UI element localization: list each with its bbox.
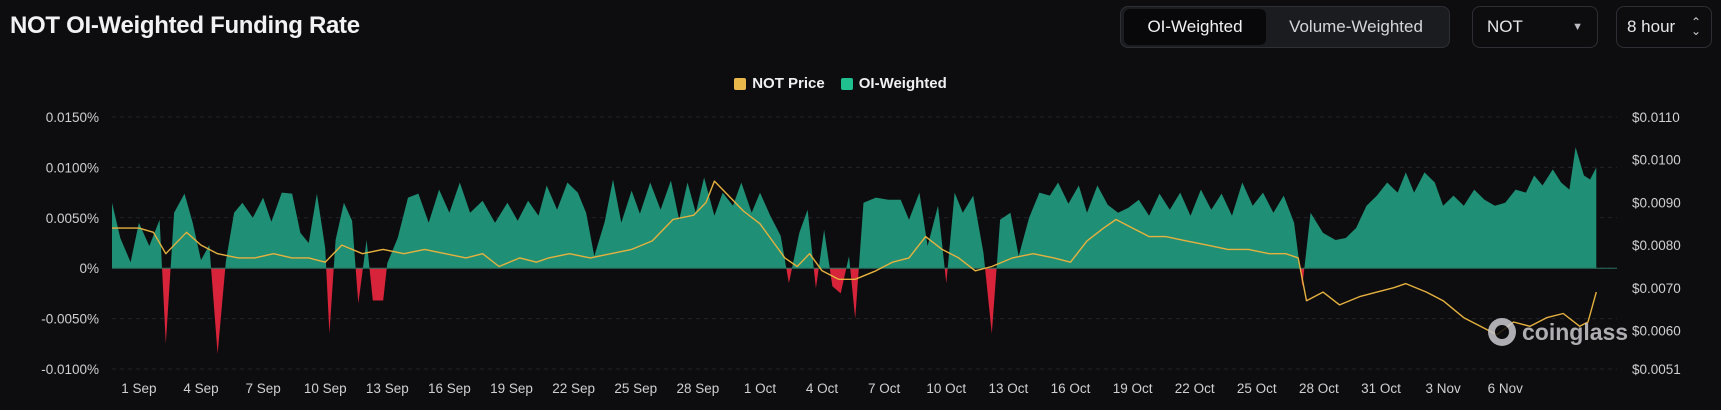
page-title: NOT OI-Weighted Funding Rate xyxy=(10,12,360,39)
x-tick-label: 6 Nov xyxy=(1488,381,1524,396)
weighting-toggle: OI-Weighted Volume-Weighted xyxy=(1120,6,1450,48)
y-left-tick-label: 0% xyxy=(79,261,99,276)
x-tick-label: 4 Sep xyxy=(183,381,218,396)
up-down-chevron-icon: ⌃ ⌄ xyxy=(1690,15,1701,38)
x-tick-label: 22 Oct xyxy=(1175,381,1215,396)
caret-down-icon: ▼ xyxy=(1572,21,1583,33)
x-tick-label: 19 Sep xyxy=(490,381,533,396)
x-tick-label: 22 Sep xyxy=(552,381,595,396)
y-left-tick-label: 0.0150% xyxy=(46,110,99,125)
y-right-tick-label: $0.0070 xyxy=(1632,281,1681,296)
y-right-tick-label: $0.0090 xyxy=(1632,195,1681,210)
interval-select-value: 8 hour xyxy=(1627,17,1676,36)
coin-select[interactable]: NOT ▼ xyxy=(1472,6,1598,48)
legend-item-oi[interactable]: OI-Weighted xyxy=(840,75,947,92)
x-tick-label: 10 Sep xyxy=(304,381,347,396)
coinglass-logo-icon xyxy=(1488,318,1516,346)
legend-swatch-oi xyxy=(840,77,853,90)
y-right-tick-label: $0.0100 xyxy=(1632,153,1681,168)
oi-weighted-tab[interactable]: OI-Weighted xyxy=(1124,9,1266,45)
x-tick-label: 13 Oct xyxy=(988,381,1028,396)
x-tick-label: 4 Oct xyxy=(806,381,839,396)
x-tick-label: 1 Sep xyxy=(121,381,156,396)
interval-select[interactable]: 8 hour ⌃ ⌄ xyxy=(1616,6,1712,48)
x-tick-label: 16 Oct xyxy=(1051,381,1091,396)
oi-weighted-positive-area xyxy=(112,147,1597,269)
not-price-line xyxy=(112,180,1597,336)
legend-swatch-price xyxy=(734,77,747,90)
watermark-text: coinglass xyxy=(1522,318,1629,345)
y-right-tick-label: $0.0110 xyxy=(1632,110,1680,125)
y-left-tick-label: -0.0100% xyxy=(41,362,99,377)
coinglass-watermark: coinglass xyxy=(1488,318,1628,346)
x-tick-label: 7 Sep xyxy=(245,381,280,396)
legend-item-price[interactable]: NOT Price xyxy=(734,75,825,92)
coin-select-value: NOT xyxy=(1487,17,1523,36)
x-tick-label: 28 Oct xyxy=(1299,381,1339,396)
y-right-tick-label: $0.0051 xyxy=(1632,362,1681,377)
x-tick-label: 16 Sep xyxy=(428,381,471,396)
x-tick-label: 28 Sep xyxy=(676,381,719,396)
x-tick-label: 10 Oct xyxy=(926,381,966,396)
x-tick-label: 25 Sep xyxy=(614,381,657,396)
y-left-tick-label: 0.0100% xyxy=(46,160,99,175)
x-tick-label: 19 Oct xyxy=(1113,381,1153,396)
x-tick-label: 25 Oct xyxy=(1237,381,1277,396)
legend-label-oi: OI-Weighted xyxy=(858,75,947,92)
x-tick-label: 31 Oct xyxy=(1361,381,1401,396)
x-tick-label: 13 Sep xyxy=(366,381,409,396)
x-tick-label: 1 Oct xyxy=(744,381,777,396)
y-left-tick-label: 0.0050% xyxy=(46,211,99,226)
y-left-tick-label: -0.0050% xyxy=(41,312,99,327)
chart-legend: NOT Price OI-Weighted xyxy=(0,75,1721,92)
legend-label-price: NOT Price xyxy=(752,75,825,92)
y-right-tick-label: $0.0080 xyxy=(1632,238,1681,253)
volume-weighted-tab[interactable]: Volume-Weighted xyxy=(1289,17,1423,36)
y-right-tick-label: $0.0060 xyxy=(1632,324,1681,339)
x-tick-label: 3 Nov xyxy=(1425,381,1461,396)
x-tick-label: 7 Oct xyxy=(868,381,901,396)
